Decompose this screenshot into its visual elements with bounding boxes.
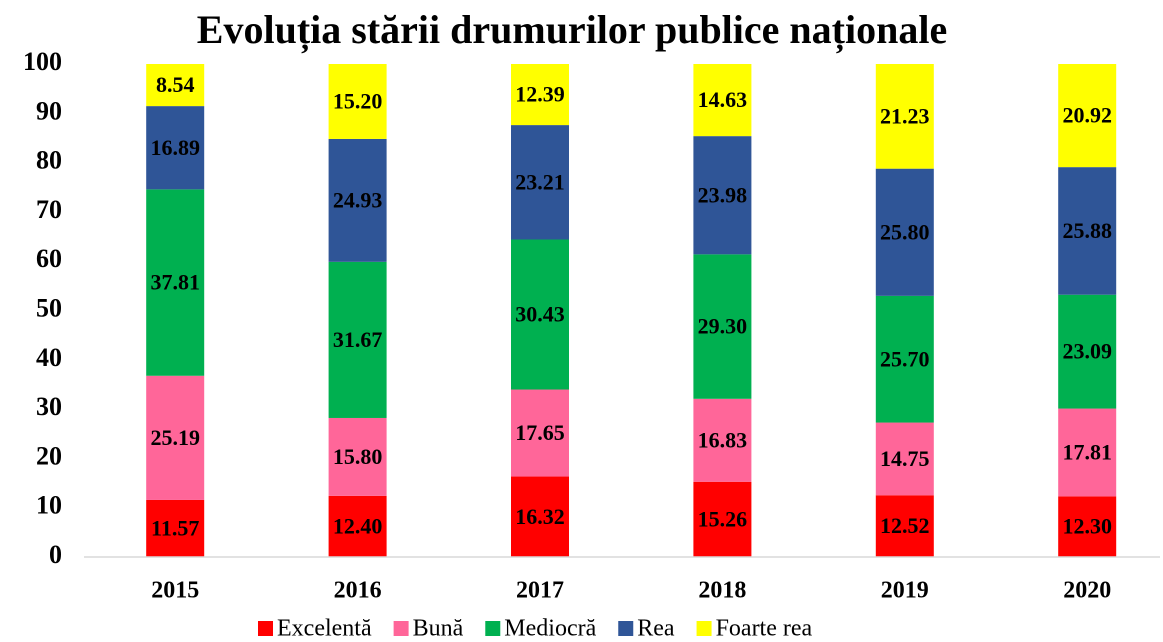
data-label: 12.40 [333,513,383,538]
data-label: 37.81 [150,270,200,295]
data-label: 12.39 [515,82,565,107]
bar-segment [146,189,205,376]
bar-segment [328,261,387,418]
bar-segment [146,64,205,107]
bar-segment [693,254,752,399]
data-label: 14.63 [698,87,748,112]
bar-segment [511,125,569,240]
data-label: 12.30 [1062,514,1112,539]
legend-label: Excelentă [277,616,372,642]
bar-segment [693,398,752,482]
data-label: 16.83 [698,427,748,452]
bar-segment [875,168,934,296]
bar-segment [1058,496,1117,557]
bar-segment [1058,64,1117,168]
y-tick-label: 10 [36,491,62,520]
legend-swatch [618,621,634,636]
data-label: 15.80 [333,444,383,469]
x-tick-label: 2016 [334,578,382,604]
data-label: 23.21 [515,169,565,194]
legend-swatch [258,621,273,636]
legend-label: Foarte rea [716,616,813,642]
bar-segment [511,389,569,477]
chart-title: Evoluția stării drumurilor publice națio… [197,7,947,53]
x-tick-label: 2020 [1063,578,1111,604]
bar-segment [875,295,934,423]
legend-label: Mediocră [504,616,596,642]
bar-segment [693,481,752,557]
bar-segment [146,499,205,557]
y-tick-label: 70 [36,195,62,224]
bar-segment [875,495,934,557]
y-tick-label: 40 [36,343,62,372]
data-label: 23.09 [1062,339,1112,364]
data-label: 8.54 [156,72,195,97]
bar-segment [328,64,387,139]
data-label: 25.70 [880,346,930,371]
x-tick-label: 2018 [698,578,746,604]
y-tick-label: 30 [36,392,62,421]
data-label: 15.26 [698,506,748,531]
legend-swatch [485,621,501,636]
legend-label: Bună [413,616,464,642]
bar-segment [328,495,387,557]
data-label: 16.89 [150,135,200,160]
bar-segment [693,64,752,137]
y-tick-label: 20 [36,441,62,470]
bar-segment [511,476,569,557]
x-tick-label: 2017 [516,578,564,604]
data-label: 23.98 [698,182,748,207]
bar-segment [1058,167,1117,295]
legend-swatch [393,621,409,636]
data-label: 14.75 [880,446,930,471]
data-label: 11.57 [151,516,199,541]
bar-segment [328,138,387,262]
bar-segment [1058,408,1117,497]
bar-segment [693,136,752,255]
y-tick-label: 50 [36,293,62,322]
data-label: 25.88 [1062,218,1112,243]
bar-segment [875,64,934,169]
data-label: 29.30 [698,314,748,339]
y-tick-label: 0 [49,540,62,569]
y-tick-label: 80 [36,146,62,175]
bar-segment [875,422,934,496]
data-label: 17.81 [1062,440,1112,465]
data-label: 12.52 [880,513,930,538]
x-tick-label: 2019 [881,578,929,604]
data-label: 30.43 [515,302,565,327]
bar-segment [511,239,569,390]
x-tick-label: 2015 [151,578,199,604]
bar-segment [146,106,205,190]
bar-segment [328,417,387,496]
bar-segment [146,375,205,500]
data-label: 24.93 [333,187,383,212]
legend-label: Rea [637,616,675,642]
data-label: 25.80 [880,219,930,244]
y-tick-label: 100 [23,47,62,76]
bar-segment [1058,294,1117,409]
data-label: 21.23 [880,103,930,128]
y-tick-label: 60 [36,244,62,273]
data-label: 25.19 [150,425,200,450]
bar-segment [511,64,569,126]
data-label: 15.20 [333,89,383,114]
data-label: 16.32 [515,504,565,529]
legend-swatch [696,621,712,636]
y-tick-label: 90 [36,96,62,125]
data-label: 17.65 [515,420,565,445]
data-label: 31.67 [333,327,383,352]
data-label: 20.92 [1062,103,1112,128]
